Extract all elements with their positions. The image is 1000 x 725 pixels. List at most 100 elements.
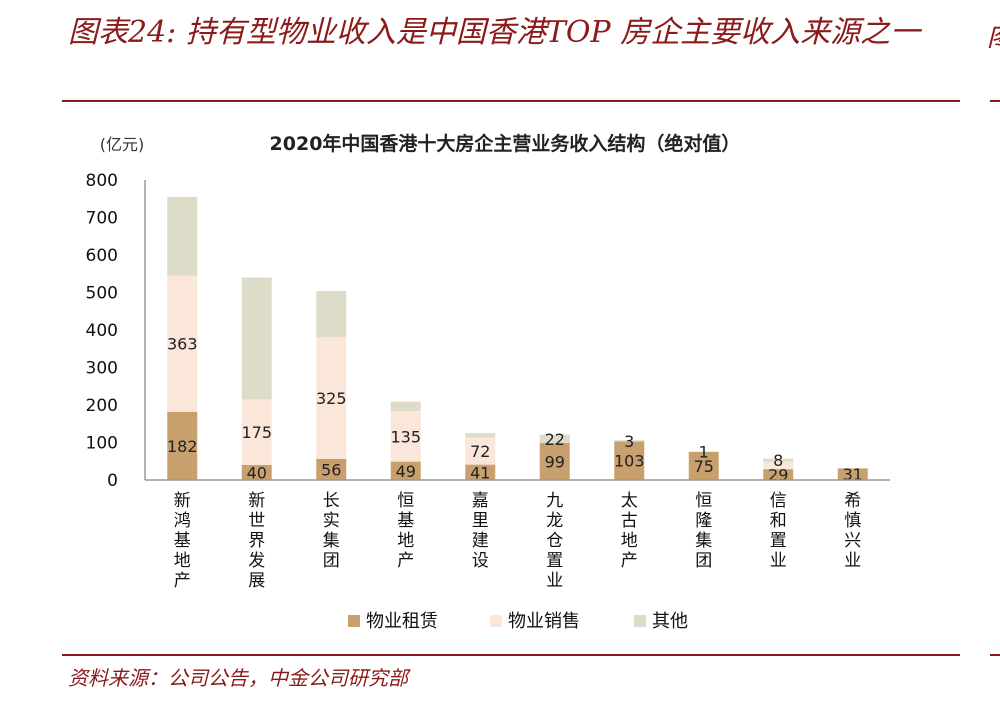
data-label: 135 bbox=[390, 427, 421, 446]
bar-segment bbox=[241, 399, 272, 465]
bar-segment bbox=[465, 437, 496, 465]
top-rule bbox=[62, 100, 960, 102]
bar-segment bbox=[241, 465, 272, 480]
bar-segment bbox=[390, 461, 421, 480]
data-label: 41 bbox=[470, 463, 490, 482]
y-tick-label: 0 bbox=[107, 471, 118, 491]
adjacent-figure-edge: 图 bbox=[986, 18, 1000, 48]
x-tick-label-char: 界 bbox=[248, 531, 265, 551]
x-tick-label-char: 隆 bbox=[695, 511, 712, 531]
top-rule-right bbox=[990, 100, 1000, 102]
data-label: 75 bbox=[694, 457, 714, 476]
x-tick-label-char: 恒 bbox=[695, 491, 712, 511]
x-tick-label-char: 基 bbox=[397, 511, 414, 531]
x-tick-label-char: 实 bbox=[323, 511, 340, 531]
data-label: 31 bbox=[843, 465, 863, 484]
x-tick-label-char: 嘉 bbox=[472, 491, 489, 511]
bar-segment bbox=[614, 441, 645, 480]
bar-segment bbox=[167, 275, 198, 412]
legend-label: 物业销售 bbox=[508, 611, 580, 632]
data-label: 8 bbox=[773, 451, 783, 470]
data-label: 22 bbox=[545, 430, 565, 449]
bar-segment bbox=[763, 461, 794, 470]
bar-segment bbox=[539, 434, 570, 443]
x-tick-label-char: 世 bbox=[248, 511, 265, 531]
source-note: 资料来源：公司公告，中金公司研究部 bbox=[68, 666, 408, 690]
x-tick-label-char: 长 bbox=[323, 491, 340, 511]
bar-segment bbox=[167, 196, 198, 276]
x-tick-label-char: 新 bbox=[174, 491, 191, 511]
stacked-bar-chart: 2020年中国香港十大房企主营业务收入结构（绝对值） (亿元) 182 363 40… bbox=[86, 132, 890, 632]
y-tick-label: 300 bbox=[86, 359, 118, 379]
bar-segment bbox=[316, 459, 347, 480]
x-tick-label-char: 里 bbox=[472, 511, 489, 531]
x-tick-label-char: 集 bbox=[695, 531, 712, 551]
x-tick-label-char: 仓 bbox=[546, 531, 563, 551]
legend: 物业租赁 物业销售 其他 bbox=[348, 611, 688, 632]
y-tick-label: 400 bbox=[86, 321, 118, 341]
bar-segment bbox=[390, 411, 421, 462]
x-tick-label-char: 团 bbox=[695, 551, 712, 571]
figure-title: 图表24: 持有型物业收入是中国香港TOP 房企主要收入来源之一 bbox=[68, 15, 921, 50]
data-label: 363 bbox=[167, 335, 198, 354]
bottom-rule bbox=[62, 654, 960, 656]
y-tick-label: 800 bbox=[86, 171, 118, 191]
bar-segment bbox=[614, 440, 645, 442]
x-tick-label-char: 慎 bbox=[844, 511, 861, 531]
legend-label: 物业租赁 bbox=[366, 611, 438, 632]
bars-layer: 1823634017556325491354172992210337512983… bbox=[167, 196, 868, 485]
data-label: 3 bbox=[624, 432, 634, 451]
x-tick-label-char: 发 bbox=[248, 551, 265, 571]
x-tick-label-char: 产 bbox=[397, 551, 414, 571]
x-tick-label-char: 置 bbox=[770, 531, 787, 551]
x-tick-label-char: 古 bbox=[621, 511, 638, 531]
x-tick-label-char: 业 bbox=[770, 551, 787, 571]
x-tick-label-char: 太 bbox=[621, 491, 638, 511]
x-tick-label-char: 兴 bbox=[844, 531, 861, 551]
chart-title: 2020年中国香港十大房企主营业务收入结构（绝对值） bbox=[270, 132, 741, 155]
data-label: 56 bbox=[321, 461, 341, 480]
bar-segment bbox=[465, 464, 496, 480]
y-unit-label: (亿元) bbox=[100, 135, 145, 154]
x-tick-label-char: 信 bbox=[770, 491, 787, 511]
x-tick-label-char: 团 bbox=[323, 551, 340, 571]
x-tick-label-char: 九 bbox=[546, 491, 563, 511]
y-tick-label: 200 bbox=[86, 396, 118, 416]
x-tick-label-char: 新 bbox=[248, 491, 265, 511]
y-tick-label: 100 bbox=[86, 434, 118, 454]
x-tick-label-char: 产 bbox=[174, 571, 191, 591]
bar-segment bbox=[763, 458, 794, 462]
x-tick-label-char: 展 bbox=[248, 571, 265, 591]
x-tick-label-char: 业 bbox=[844, 551, 861, 571]
data-label: 182 bbox=[167, 437, 198, 456]
x-tick-label-char: 地 bbox=[397, 531, 414, 551]
x-tick-label-char: 鸿 bbox=[174, 511, 191, 531]
y-tick-label: 700 bbox=[86, 209, 118, 229]
x-tick-label-char: 产 bbox=[621, 551, 638, 571]
bar-segment bbox=[539, 442, 570, 480]
x-tick-label-char: 置 bbox=[546, 551, 563, 571]
data-label: 175 bbox=[241, 423, 272, 442]
x-tick-label-char: 业 bbox=[546, 571, 563, 591]
y-tick-label: 500 bbox=[86, 284, 118, 304]
data-label: 40 bbox=[247, 464, 267, 483]
data-label: 49 bbox=[396, 462, 416, 481]
bottom-rule-right bbox=[990, 654, 1000, 656]
data-label: 103 bbox=[614, 452, 645, 471]
bar-segment bbox=[167, 411, 198, 480]
x-tick-label-char: 和 bbox=[770, 511, 787, 531]
data-label: 325 bbox=[316, 389, 347, 408]
x-tick-label-char: 地 bbox=[621, 531, 638, 551]
y-tick-label: 600 bbox=[86, 246, 118, 266]
data-label: 99 bbox=[545, 452, 565, 471]
x-tick-label-char: 地 bbox=[174, 551, 191, 571]
data-label: 1 bbox=[699, 443, 709, 462]
bar-segment bbox=[837, 468, 868, 480]
x-tick-label-char: 集 bbox=[323, 531, 340, 551]
x-tick-label-char: 设 bbox=[472, 551, 489, 571]
bar-segment bbox=[763, 469, 794, 480]
data-label: 72 bbox=[470, 442, 490, 461]
legend-swatch bbox=[634, 615, 646, 627]
legend-swatch bbox=[348, 615, 360, 627]
legend-label: 其他 bbox=[652, 611, 688, 632]
